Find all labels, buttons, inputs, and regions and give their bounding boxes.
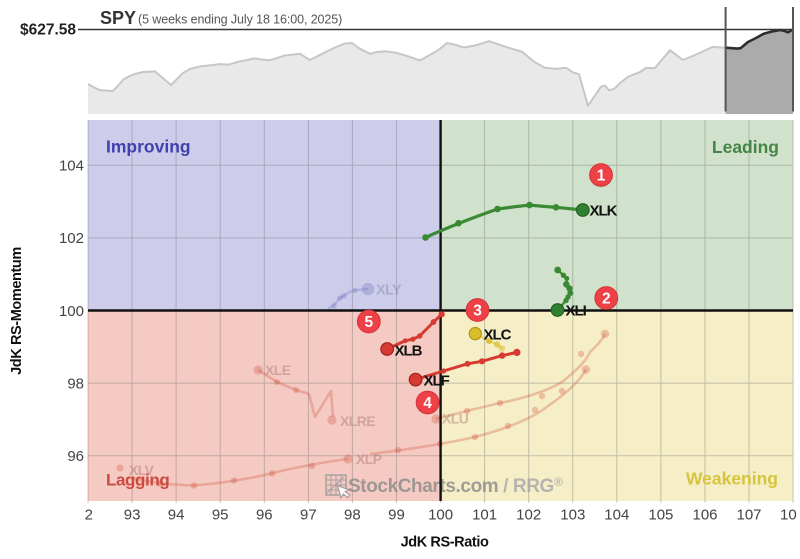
svg-text:10: 10 [780,507,797,524]
svg-text:JdK RS-Momentum: JdK RS-Momentum [9,247,25,375]
svg-text:XLU: XLU [442,411,469,427]
svg-text:103: 103 [560,507,585,524]
svg-text:105: 105 [648,507,673,524]
svg-text:Leading: Leading [712,137,779,157]
svg-text:98: 98 [67,375,84,392]
svg-text:XLF: XLF [424,373,450,390]
svg-text:96: 96 [67,448,84,465]
svg-text:5: 5 [364,314,373,331]
svg-text:100: 100 [428,507,453,524]
svg-text:98: 98 [344,507,361,524]
svg-text:95: 95 [212,507,229,524]
svg-text:104: 104 [604,507,629,524]
svg-text:(5 weeks ending July 18 16:00,: (5 weeks ending July 18 16:00, 2025) [138,13,342,27]
svg-text:4: 4 [423,395,432,412]
svg-text:97: 97 [300,507,317,524]
svg-text:SPY: SPY [100,8,136,28]
svg-text:106: 106 [692,507,717,524]
svg-text:102: 102 [59,230,84,247]
svg-text:94: 94 [168,507,185,524]
svg-text:2: 2 [85,507,93,524]
svg-text:Lagging: Lagging [106,471,169,490]
svg-text:1: 1 [597,168,606,185]
svg-text:XLV: XLV [129,462,155,478]
svg-text:XLP: XLP [356,451,382,467]
svg-text:107: 107 [736,507,761,524]
svg-text:StockCharts.com / RRG®: StockCharts.com / RRG® [348,475,563,497]
svg-text:93: 93 [124,507,141,524]
svg-text:XLE: XLE [265,362,291,378]
svg-text:3: 3 [473,303,482,320]
svg-text:XLC: XLC [484,327,512,344]
svg-text:$627.58: $627.58 [20,22,76,39]
svg-text:99: 99 [388,507,405,524]
svg-text:102: 102 [516,507,541,524]
svg-text:JdK RS-Ratio: JdK RS-Ratio [401,535,489,551]
svg-text:101: 101 [472,507,497,524]
svg-text:Improving: Improving [106,137,191,157]
svg-text:XLY: XLY [376,283,402,299]
svg-text:Weakening: Weakening [686,469,778,489]
svg-text:104: 104 [59,158,84,175]
svg-text:XLB: XLB [395,343,423,360]
svg-text:XLI: XLI [566,303,587,320]
svg-text:XLK: XLK [590,203,618,220]
svg-text:96: 96 [256,507,273,524]
svg-text:2: 2 [602,291,611,308]
svg-text:100: 100 [59,303,84,320]
svg-text:XLRE: XLRE [340,413,375,429]
